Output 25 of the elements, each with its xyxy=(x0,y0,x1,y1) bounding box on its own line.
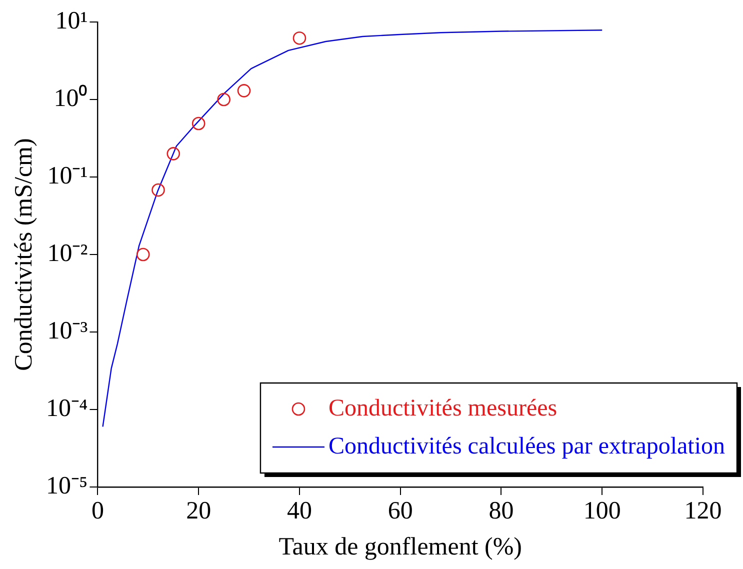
point xyxy=(292,31,306,45)
point xyxy=(166,147,180,160)
y-axis-title: Conductivités (mS/cm) xyxy=(10,138,38,371)
y-tick-label: 10⁻² xyxy=(47,240,88,268)
y-tick-label: 10⁻⁴ xyxy=(46,395,88,422)
x-tick-label: 60 xyxy=(388,498,413,525)
y-tick-label: 10⁻⁵ xyxy=(46,472,88,500)
point xyxy=(152,183,165,197)
legend-label: Conductivités calculées par extrapolation xyxy=(328,433,726,460)
y-tick-label: 10¹ xyxy=(55,8,88,35)
y-tick-label: 10⁻¹ xyxy=(47,162,88,190)
point xyxy=(237,84,251,98)
x-tick-label: 40 xyxy=(286,498,312,525)
x-tick-label: 80 xyxy=(488,498,514,525)
point xyxy=(217,92,230,106)
x-axis-title: Taux de gonflement (%) xyxy=(278,534,522,561)
x-tick-label: 100 xyxy=(583,498,621,525)
legend-label: Conductivités mesurées xyxy=(328,395,558,422)
x-tick-label: 20 xyxy=(186,498,212,525)
y-tick-label: 10⁻³ xyxy=(47,318,88,345)
y-tick-label: 10⁰ xyxy=(54,84,88,112)
point xyxy=(136,248,150,262)
x-tick-label: 120 xyxy=(684,498,722,525)
x-tick-label: 0 xyxy=(91,498,104,525)
point xyxy=(192,116,206,130)
